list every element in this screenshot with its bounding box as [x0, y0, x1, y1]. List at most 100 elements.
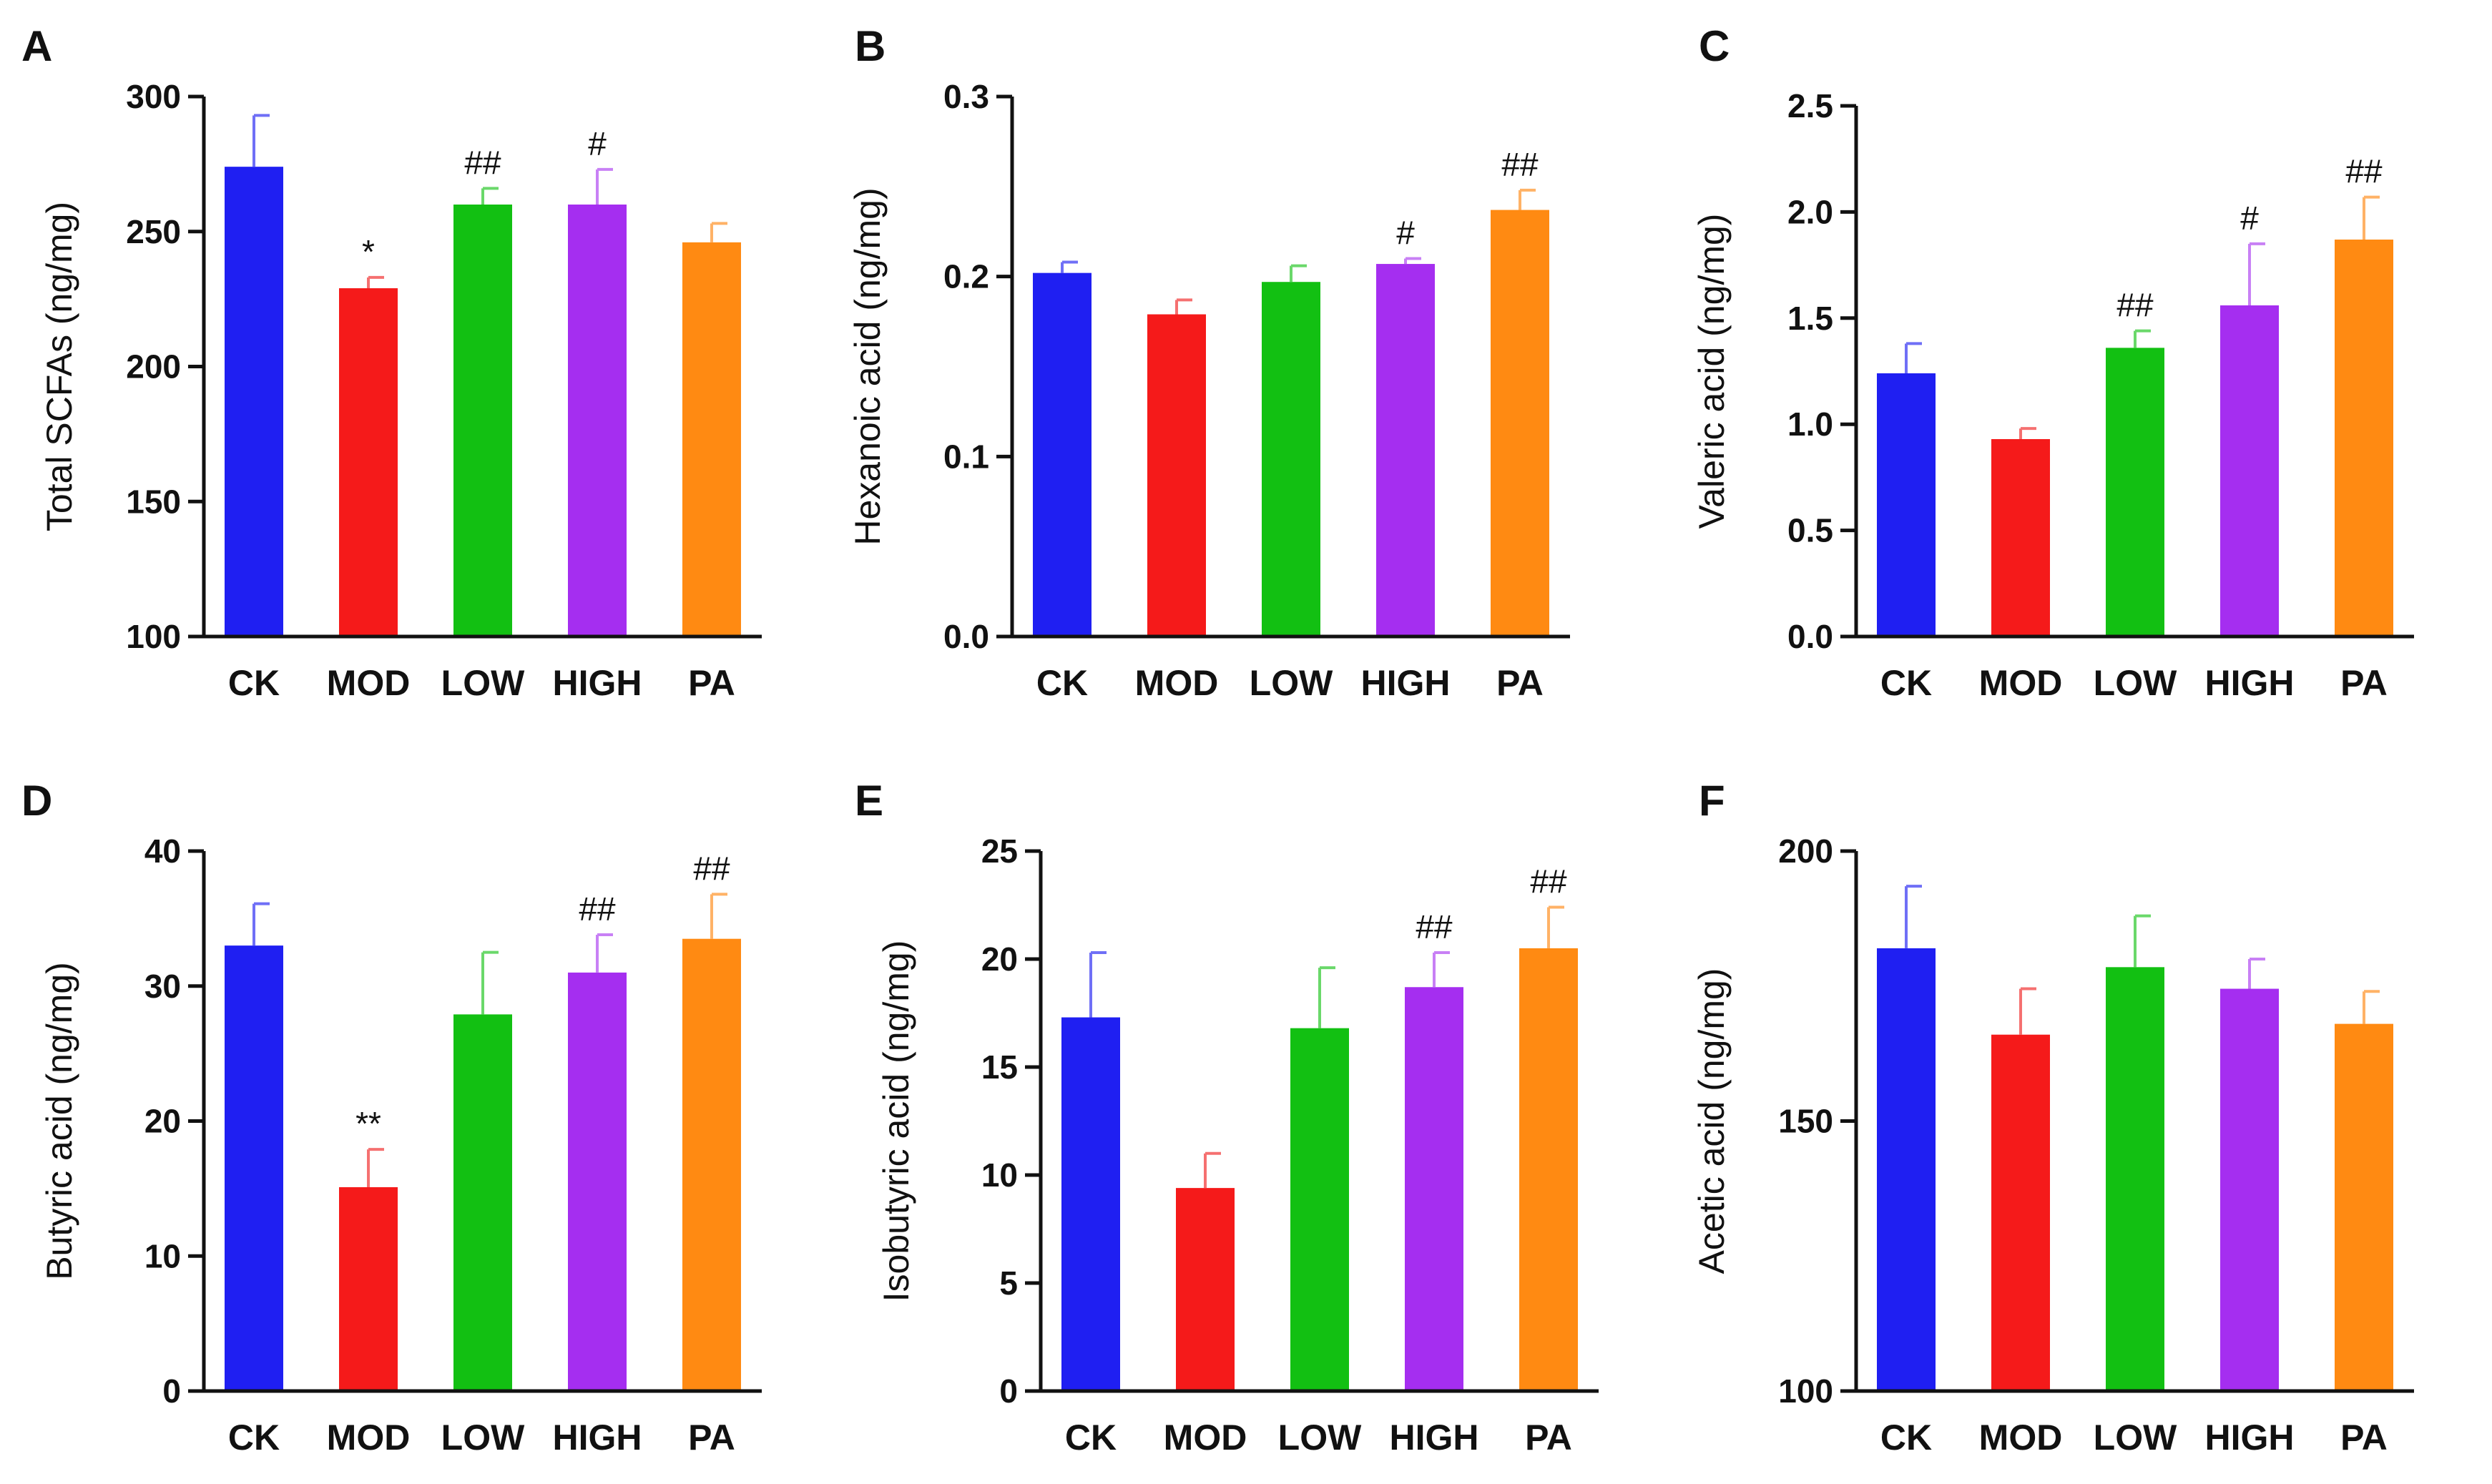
y-tick-label: 0 [162, 1372, 181, 1410]
panel-letter: F [1699, 777, 1725, 825]
category-label: MOD [1135, 663, 1219, 703]
y-tick-label: 0.3 [943, 78, 989, 115]
significance-label: ## [464, 144, 501, 181]
y-axis-title: Butyric acid (ng/mg) [39, 962, 79, 1280]
y-tick-label: 10 [981, 1156, 1018, 1194]
significance-label: ## [1530, 863, 1567, 900]
category-label: PA [688, 1417, 735, 1458]
y-tick-label: 200 [126, 348, 181, 385]
category-label: CK [1880, 1417, 1932, 1458]
bar-high [1405, 987, 1463, 1391]
category-label: HIGH [2205, 1417, 2295, 1458]
significance-label: ## [1416, 908, 1453, 945]
bar-pa [1519, 948, 1578, 1391]
significance-label: ## [2116, 287, 2154, 324]
bar-pa [1491, 210, 1549, 637]
chart-panel-c: C Valeric acid (ng/mg) CK MOD ## LOW # HIGH ## PA… [1692, 22, 2414, 703]
y-tick-label: 2.5 [1787, 87, 1833, 124]
significance-label: ## [579, 890, 616, 928]
bar-high [2220, 988, 2279, 1391]
chart-panel-b: B Hexanoic acid (ng/mg) CK MOD LOW # HIGH ## PA 0… [848, 22, 1570, 703]
category-label: CK [1880, 663, 1932, 703]
panel-letter: A [21, 22, 52, 70]
y-tick-label: 0.5 [1787, 512, 1833, 549]
bar-low [453, 205, 512, 637]
category-label: PA [688, 663, 735, 703]
category-label: LOW [441, 663, 525, 703]
panel-letter: C [1699, 22, 1730, 70]
chart-panel-e: E Isobutyric acid (ng/mg) CK MOD LOW ## HIGH ##… [855, 777, 1599, 1458]
bar-low [453, 1014, 512, 1391]
y-tick-label: 20 [144, 1103, 181, 1140]
y-axis-title: Acetic acid (ng/mg) [1692, 968, 1732, 1274]
y-axis-title: Hexanoic acid (ng/mg) [848, 187, 888, 545]
significance-label: # [588, 125, 607, 162]
category-label: CK [228, 1417, 280, 1458]
bar-low [2106, 348, 2164, 637]
bar-low [1290, 1028, 1349, 1391]
y-tick-label: 40 [144, 832, 181, 870]
y-axis-title: Valeric acid (ng/mg) [1692, 214, 1732, 529]
chart-panel-f: F Acetic acid (ng/mg) CK MOD LOW HIGH PA 100 150… [1692, 777, 2414, 1458]
category-label: MOD [1979, 1417, 2063, 1458]
category-label: CK [228, 663, 280, 703]
category-label: PA [2340, 1417, 2388, 1458]
bar-mod [1991, 438, 2050, 637]
category-label: LOW [1250, 663, 1333, 703]
category-label: LOW [441, 1417, 525, 1458]
category-label: MOD [327, 663, 411, 703]
category-label: LOW [2094, 663, 2177, 703]
y-tick-label: 1.0 [1787, 406, 1833, 443]
chart-panel-d: D Butyric acid (ng/mg) CK ** MOD LOW ## HIGH ## P… [21, 777, 762, 1458]
bar-ck [1033, 272, 1092, 637]
y-axis-title: Total SCFAs (ng/mg) [39, 202, 79, 531]
significance-label: # [1396, 215, 1415, 252]
y-tick-label: 300 [126, 78, 181, 115]
y-tick-label: 0.0 [1787, 618, 1833, 655]
category-label: MOD [327, 1417, 411, 1458]
bar-ck [225, 167, 283, 637]
bar-mod [1147, 314, 1206, 637]
y-tick-label: 150 [1778, 1103, 1833, 1140]
panel-letter: E [855, 777, 883, 825]
bar-ck [1877, 373, 1936, 637]
category-label: PA [1496, 663, 1544, 703]
y-tick-label: 25 [981, 832, 1018, 870]
significance-label: # [2240, 200, 2259, 237]
significance-label: ** [355, 1105, 381, 1142]
bar-low [2106, 967, 2164, 1391]
bar-high [568, 972, 627, 1391]
category-label: LOW [1278, 1417, 1362, 1458]
significance-label: ## [693, 850, 730, 887]
significance-label: ## [2345, 153, 2383, 190]
significance-label: ## [1501, 146, 1539, 183]
bar-mod [1991, 1034, 2050, 1391]
category-label: MOD [1164, 1417, 1247, 1458]
y-tick-label: 100 [126, 618, 181, 655]
category-label: HIGH [1390, 1417, 1479, 1458]
panel-letter: D [21, 777, 52, 825]
category-label: LOW [2094, 1417, 2177, 1458]
category-label: HIGH [2205, 663, 2295, 703]
category-label: CK [1036, 663, 1088, 703]
y-tick-label: 30 [144, 968, 181, 1005]
y-tick-label: 0 [999, 1372, 1018, 1410]
bar-ck [1061, 1017, 1120, 1391]
y-tick-label: 2.0 [1787, 193, 1833, 230]
y-tick-label: 1.5 [1787, 300, 1833, 337]
y-axis-title: Isobutyric acid (ng/mg) [876, 940, 916, 1302]
significance-label: * [362, 233, 375, 270]
y-tick-label: 0.0 [943, 618, 989, 655]
bar-ck [225, 945, 283, 1391]
category-label: HIGH [553, 663, 642, 703]
chart-panel-a: A Total SCFAs (ng/mg) CK * MOD ## LOW # HIGH PA 10… [21, 22, 762, 703]
bar-mod [1176, 1188, 1235, 1391]
bar-high [2220, 305, 2279, 637]
y-tick-label: 150 [126, 483, 181, 520]
bar-ck [1877, 948, 1936, 1391]
bar-pa [682, 938, 741, 1391]
y-tick-label: 250 [126, 213, 181, 250]
y-tick-label: 15 [981, 1048, 1018, 1086]
panel-letter: B [855, 22, 886, 70]
